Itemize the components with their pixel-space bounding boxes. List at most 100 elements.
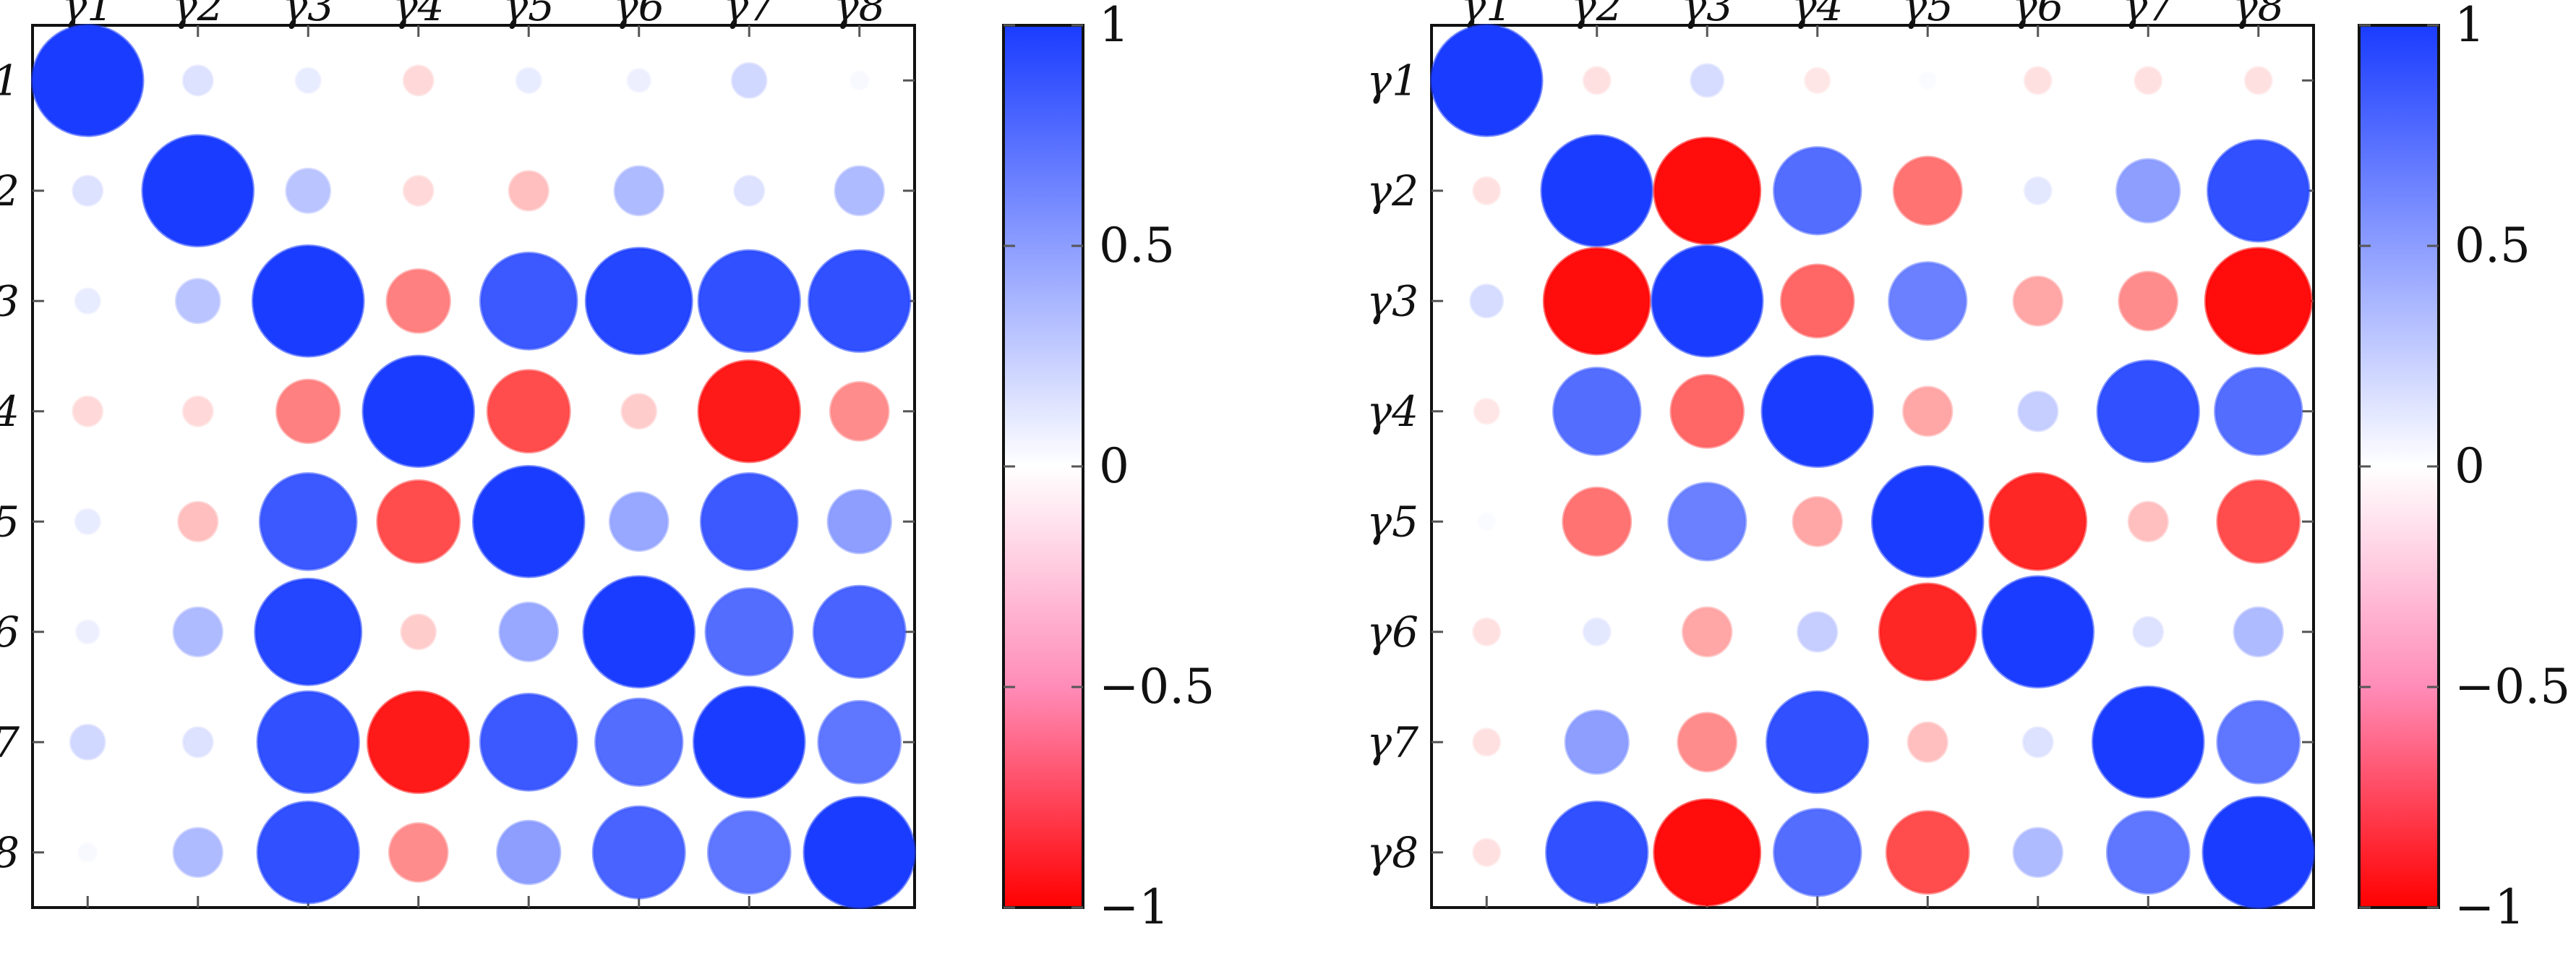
column-label: γ7 [723,0,775,30]
correlation-circle [731,62,768,99]
correlation-circle [508,170,549,212]
correlation-circle [74,619,100,645]
correlation-circle [1545,801,1649,905]
correlation-circle [1473,398,1500,425]
correlation-circle [849,70,870,91]
correlation-circle [388,821,449,883]
correlation-circle [591,805,686,900]
correlation-circle [817,699,902,785]
correlation-circle [620,393,657,430]
correlation-circle [2216,699,2301,785]
correlation-circle [1476,511,1497,532]
correlation-circle [2096,359,2200,464]
row-label: γ3 [0,276,20,325]
column-label: γ8 [2233,0,2285,30]
correlation-circle [1878,582,1977,682]
correlation-circle [2115,158,2181,223]
correlation-circle [402,174,435,207]
correlation-circle [2204,247,2313,356]
correlation-circle [2023,66,2053,95]
correlation-circle [400,613,437,650]
correlation-circle [285,167,332,214]
row-label: γ1 [1366,56,1418,105]
correlation-circle [515,67,542,94]
correlation-circle [172,606,223,657]
correlation-circle [1892,155,1963,226]
colorbar-tick-label: 0.5 [1099,218,1175,273]
correlation-circle [2216,479,2301,564]
colorbar-tick-label: 0 [1099,438,1129,494]
correlation-circle [72,395,104,427]
correlation-circle [174,278,221,325]
correlation-circle [256,801,360,905]
correlation-circle [2092,686,2205,799]
correlation-circle [172,827,223,878]
correlation-circle [613,165,664,216]
correlation-circle [808,249,912,353]
column-label: γ7 [2122,0,2174,30]
correlation-circle [258,471,358,571]
correlation-circle [1469,283,1505,319]
correlation-circle [1542,247,1651,356]
correlation-circle [361,354,475,468]
correlation-circle [256,690,360,794]
correlation-circle [1773,146,1862,236]
correlation-circle [1780,263,1855,338]
row-label: γ4 [1366,387,1418,436]
row-label: γ5 [1366,497,1418,546]
row-label: γ6 [0,607,20,657]
correlation-circle [2012,276,2063,327]
colorbar-tick-label: 1 [2455,0,2485,53]
correlation-circle [72,174,104,207]
correlation-circle [697,249,801,353]
correlation-circle [626,67,652,93]
row-label: γ7 [0,717,20,767]
correlation-circle [402,64,435,97]
correlation-circle [1888,261,1968,341]
row-label: γ5 [0,497,20,546]
colorbar-tick-label: −0.5 [2455,659,2570,714]
column-label: γ3 [282,0,334,30]
correlation-circle [1653,798,1762,907]
column-label: γ5 [502,0,555,30]
correlation-circle [1797,611,1839,653]
correlation-circle [826,489,892,555]
correlation-circle [31,24,145,137]
left-correlation-panel: γ1γ1γ2γ2γ3γ3γ4γ4γ5γ5γ6γ6γ7γ7γ8γ810.50−0.… [0,0,1215,935]
correlation-circle [1760,354,1874,468]
correlation-circle [1804,67,1831,94]
correlation-circle [1582,617,1612,646]
correlation-circle [2023,176,2053,205]
correlation-circle [693,686,806,799]
row-label: γ2 [1366,166,1418,215]
correlation-circle [479,251,578,351]
correlation-circle [294,67,322,94]
colorbar-tick-label: −1 [2455,879,2525,935]
plot-frame [1430,24,2315,909]
correlation-circle [1582,66,1612,95]
correlation-circle [177,500,219,542]
correlation-circle [2233,606,2284,657]
correlation-circle [1766,690,1870,794]
correlation-circle [1885,810,1970,895]
correlation-circle [608,491,669,552]
colorbar-tick-label: −1 [1099,879,1169,935]
row-label: γ3 [1366,276,1418,325]
correlation-circle [2118,270,2179,332]
correlation-circle [2012,827,2063,878]
correlation-circle [1651,244,1764,358]
correlation-circle [2105,810,2191,895]
correlation-circle [1690,63,1725,98]
row-label: γ7 [1366,717,1418,767]
correlation-circle [803,795,916,909]
row-label: γ8 [1366,828,1418,877]
correlation-circle [498,601,560,662]
correlation-circle [1472,837,1502,867]
correlation-circle [1773,808,1862,897]
correlation-circle [1677,712,1738,773]
row-label: γ4 [0,387,20,436]
correlation-circle [2127,500,2169,542]
colorbar [2358,24,2440,909]
correlation-circle [704,587,794,677]
correlation-circle [2207,139,2311,243]
